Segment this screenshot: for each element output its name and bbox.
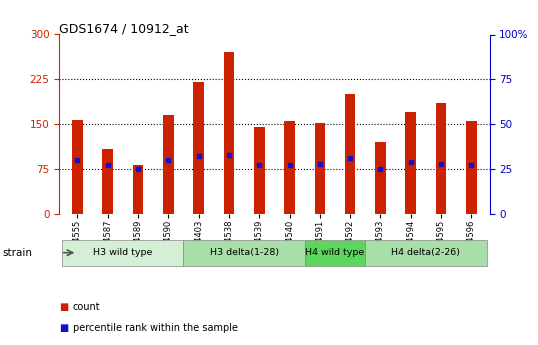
Bar [436, 103, 447, 214]
Bar [72, 120, 83, 214]
Bar [315, 123, 325, 214]
Text: H4 wild type: H4 wild type [306, 248, 365, 257]
Text: ■: ■ [59, 323, 68, 333]
Text: H4 delta(2-26): H4 delta(2-26) [392, 248, 461, 257]
Bar [406, 112, 416, 214]
Bar [345, 94, 356, 214]
Text: H3 wild type: H3 wild type [93, 248, 152, 257]
Bar [224, 52, 234, 214]
FancyBboxPatch shape [183, 239, 305, 266]
Bar [133, 165, 143, 214]
FancyBboxPatch shape [62, 239, 183, 266]
FancyBboxPatch shape [365, 239, 486, 266]
Text: ■: ■ [59, 302, 68, 312]
Text: count: count [73, 302, 100, 312]
Text: GDS1674 / 10912_at: GDS1674 / 10912_at [59, 22, 189, 36]
Bar [375, 142, 386, 214]
Text: strain: strain [3, 248, 33, 257]
Bar [193, 82, 204, 214]
Bar [102, 149, 113, 214]
Bar [163, 115, 174, 214]
Bar [284, 121, 295, 214]
Text: H3 delta(1-28): H3 delta(1-28) [209, 248, 279, 257]
Bar [254, 127, 265, 214]
Text: percentile rank within the sample: percentile rank within the sample [73, 323, 238, 333]
Bar [466, 121, 477, 214]
FancyBboxPatch shape [305, 239, 365, 266]
